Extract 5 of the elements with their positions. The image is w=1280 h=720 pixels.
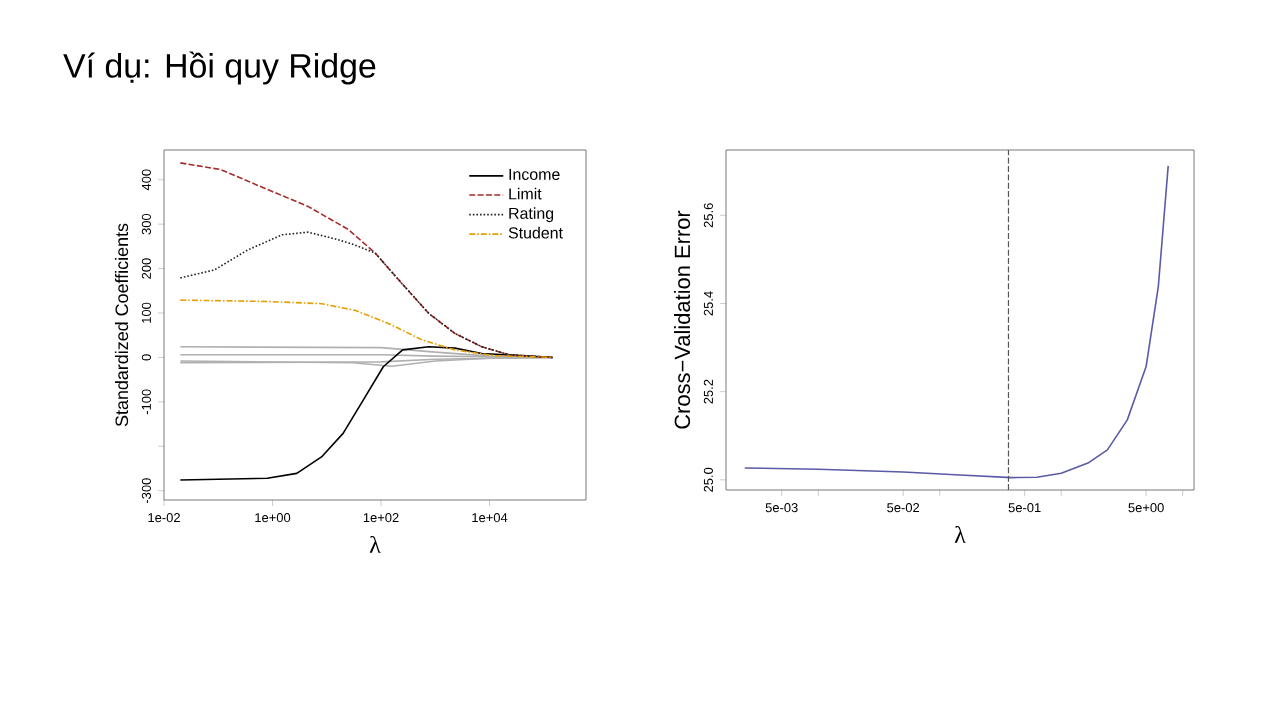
chart-title: Ví dụ: Hồi quy Ridge bbox=[63, 51, 376, 85]
y-axis-title: Cross−Validation Error bbox=[674, 210, 691, 429]
x-axis-title: λ bbox=[954, 525, 966, 543]
y-axis-title: Standardized Coefficients bbox=[114, 223, 129, 427]
x-axis-title: λ bbox=[369, 535, 381, 553]
